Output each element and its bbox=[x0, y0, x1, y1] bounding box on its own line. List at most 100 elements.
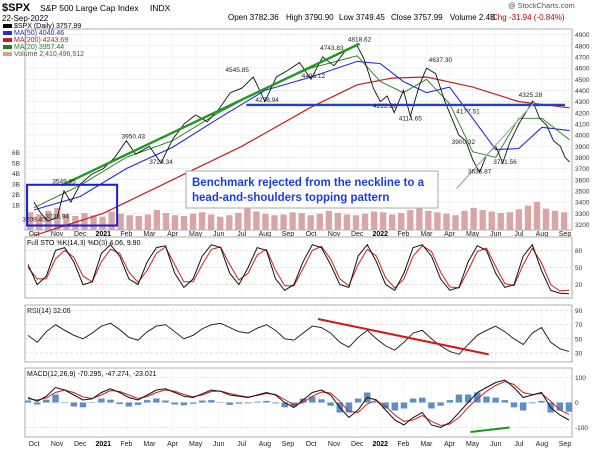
volume-bar bbox=[226, 215, 233, 230]
macd-histogram-bar bbox=[556, 402, 564, 411]
price-annotation: 3233.94 bbox=[45, 214, 69, 221]
price-annotation: 3549.85 bbox=[52, 178, 76, 185]
volume-bar bbox=[560, 212, 568, 230]
volume-bar bbox=[470, 207, 477, 230]
sto-y-axis: 20 50 80 bbox=[575, 248, 583, 289]
macd-histogram-bar bbox=[354, 398, 362, 403]
volume-bar bbox=[162, 213, 170, 230]
x-tick-label: Sep bbox=[559, 231, 572, 238]
macd-histogram-bar bbox=[281, 402, 288, 408]
x-tick-label: May bbox=[466, 441, 480, 448]
x-tick-label: Sep bbox=[282, 441, 295, 448]
volume-bar bbox=[370, 211, 378, 230]
price-annotation: 3636.87 bbox=[468, 169, 492, 176]
x-tick-label: Apr bbox=[444, 441, 456, 448]
rsi-line bbox=[27, 322, 570, 355]
x-tick-label: Aug bbox=[259, 231, 272, 238]
x-tick-label: Mar bbox=[420, 441, 433, 448]
volume-bar bbox=[488, 211, 495, 230]
macd-histogram-bar bbox=[309, 396, 316, 403]
macd-histogram-bar bbox=[61, 402, 68, 403]
rsi-y-axis: 30 50 70 90 bbox=[575, 308, 583, 357]
price-annotation: 4545.85 bbox=[225, 67, 249, 74]
legend-swatch-ma20 bbox=[3, 45, 12, 49]
volume-tick-label: 3B bbox=[12, 182, 20, 189]
volume-bar bbox=[90, 215, 97, 230]
macd-histogram-bar bbox=[116, 402, 123, 405]
x-tick-label: Sep bbox=[559, 441, 572, 448]
volume-bar bbox=[63, 213, 70, 230]
volume-tick-label: 4B bbox=[12, 171, 20, 178]
macd-tick-label: 0 bbox=[575, 400, 579, 407]
price-annotation: 3950.43 bbox=[122, 134, 146, 141]
macd-histogram-bar bbox=[391, 402, 398, 411]
macd-histogram-bar bbox=[244, 402, 252, 404]
price-tick-label: 3300 bbox=[575, 211, 590, 218]
price-tick-label: 3400 bbox=[575, 200, 590, 207]
volume-bar bbox=[515, 209, 523, 230]
price-y-axis: 3200 3300 3400 3500 3600 3700 3800 3900 4000 4100… bbox=[575, 32, 590, 229]
x-tick-label: May bbox=[189, 231, 203, 238]
rsi-panel: RSI(14) 32.06 30 50 70 90 bbox=[24, 304, 583, 363]
volume-bar bbox=[72, 215, 79, 230]
price-annotation: 4495.12 bbox=[302, 73, 326, 80]
price-annotation: 4177.51 bbox=[456, 108, 480, 115]
x-tick-label: Aug bbox=[536, 441, 549, 448]
ma20-line bbox=[33, 55, 570, 209]
macd-divergence-line bbox=[470, 426, 510, 433]
volume-bar bbox=[289, 212, 296, 230]
osc-tick-label: 30 bbox=[575, 350, 583, 357]
macd-histogram-bar bbox=[529, 402, 536, 404]
volume-bar bbox=[542, 208, 550, 230]
volume-bar bbox=[316, 213, 323, 230]
x-tick-label: Feb bbox=[120, 441, 132, 448]
macd-histogram-bar bbox=[519, 402, 527, 411]
volume-value: Volume 2.4B bbox=[450, 13, 495, 22]
volume-bar bbox=[398, 213, 405, 230]
volume-bar bbox=[253, 211, 260, 230]
volume-bar bbox=[551, 210, 559, 230]
x-tick-label: Jul bbox=[514, 231, 523, 238]
volume-bar bbox=[144, 214, 151, 230]
price-annotation: 3723.34 bbox=[149, 159, 173, 166]
rsi-divergence-line bbox=[317, 318, 490, 356]
volume-bar bbox=[343, 214, 351, 230]
x-tick-label: Apr bbox=[167, 441, 179, 448]
price-tick-label: 3600 bbox=[575, 177, 590, 184]
ma200-line bbox=[33, 76, 570, 237]
price-tick-label: 4400 bbox=[575, 88, 590, 95]
x-tick-label: May bbox=[466, 231, 480, 238]
x-tick-label: Sep bbox=[282, 231, 295, 238]
x-tick-label: Jul bbox=[514, 441, 523, 448]
rsi-label: RSI(14) 32.06 bbox=[27, 308, 71, 315]
volume-bar bbox=[524, 205, 532, 230]
x-tick-label: Apr bbox=[444, 231, 456, 238]
x-tick-label: Jun bbox=[213, 441, 224, 448]
macd-histogram-bar bbox=[180, 402, 188, 406]
x-tick-label: Aug bbox=[536, 231, 549, 238]
volume-bar bbox=[117, 213, 124, 230]
price-annotation: 3900.32 bbox=[452, 139, 476, 146]
price-tick-label: 4500 bbox=[575, 77, 590, 84]
macd-histogram-bar bbox=[235, 402, 243, 404]
osc-tick-label: 90 bbox=[575, 308, 583, 315]
volume-bar bbox=[452, 215, 459, 230]
legend-ma200: MA(200) 4243.69 bbox=[14, 37, 68, 44]
macd-histogram-bar bbox=[464, 394, 472, 403]
macd-histogram-bar bbox=[428, 402, 435, 409]
macd-histogram-bar bbox=[143, 400, 151, 403]
annotation-box bbox=[185, 170, 439, 209]
price-annotation: 4743.83 bbox=[320, 45, 344, 52]
price-tick-label: 3700 bbox=[575, 166, 590, 173]
volume-bar bbox=[407, 210, 414, 230]
price-annotation: 3721.56 bbox=[493, 159, 517, 166]
volume-bar bbox=[180, 215, 188, 230]
price-annotation: 4325.28 bbox=[519, 92, 543, 99]
price-tick-label: 3900 bbox=[575, 144, 590, 151]
x-tick-label: 2021 bbox=[95, 441, 111, 448]
volume-bar bbox=[352, 215, 360, 230]
macd-histogram-bar bbox=[538, 400, 545, 403]
legend-volume: Volume 2,410,496,512 bbox=[14, 51, 84, 58]
volume-bar bbox=[425, 210, 432, 230]
volume-bar bbox=[262, 213, 269, 230]
